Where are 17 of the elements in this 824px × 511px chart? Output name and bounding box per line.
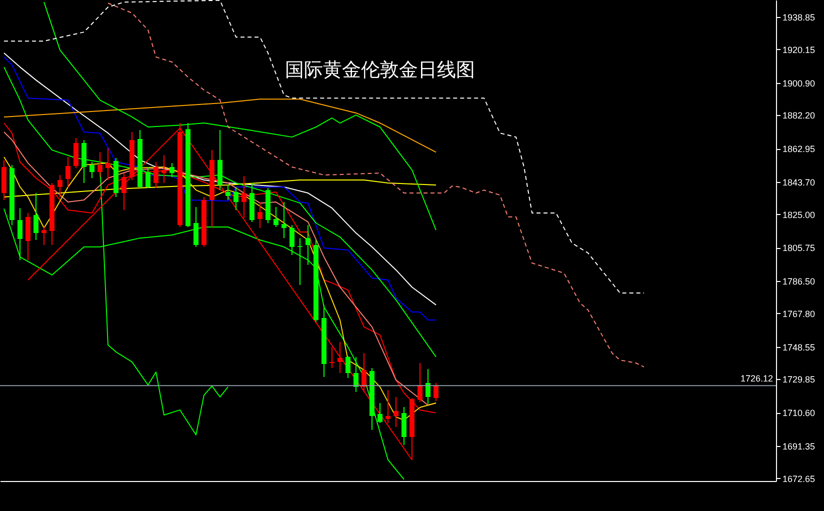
y-tick-label: 1710.60 (782, 408, 816, 418)
y-tick-label: 1805.75 (782, 243, 816, 254)
text: 国际黄金伦敦金日线图 (285, 59, 475, 81)
y-tick-label: 1920.15 (782, 44, 816, 55)
y-tick-label: 1729.85 (782, 374, 816, 385)
y-tick-label: 1900.90 (782, 78, 816, 88)
ref-line-label: 1726.12 (740, 374, 773, 384)
y-tick-label: 1843.70 (782, 177, 816, 188)
y-tick-label: 1862.95 (782, 144, 816, 154)
y-tick-label: 1882.20 (782, 110, 816, 121)
y-tick-label: 1767.80 (782, 308, 816, 319)
y-tick-label: 1938.85 (782, 12, 816, 23)
y-tick-label: 1748.55 (782, 342, 816, 352)
y-tick-label: 1786.50 (782, 276, 816, 287)
y-tick-label: 1672.65 (782, 474, 816, 484)
y-tick-label: 1825.00 (782, 210, 816, 220)
y-tick-label: 1691.35 (782, 441, 816, 452)
